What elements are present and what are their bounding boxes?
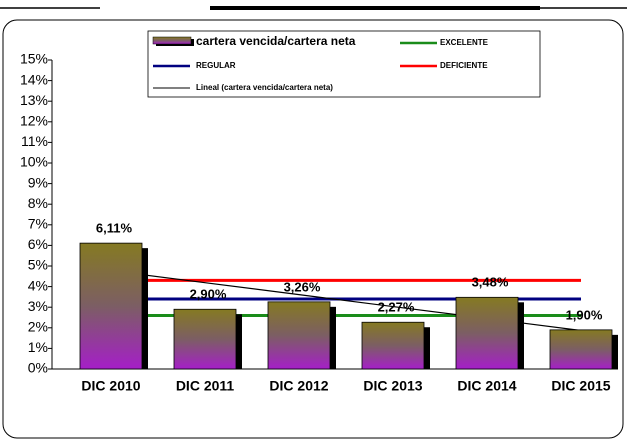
y-tick-label: 2% [28, 319, 48, 335]
frame [2, 19, 624, 439]
y-tick-label: 4% [28, 277, 48, 293]
x-tick-label: DIC 2010 [81, 378, 140, 394]
bar [455, 296, 519, 370]
y-tick-label: 0% [28, 360, 48, 376]
y-tick-label: 6% [28, 236, 48, 252]
y-tick-label: 8% [28, 195, 48, 211]
x-tick-label: DIC 2012 [269, 378, 328, 394]
bar [267, 301, 331, 370]
data-label: 3,26% [284, 279, 321, 294]
y-tick-label: 10% [20, 154, 48, 170]
data-label: 1,90% [566, 307, 603, 322]
y-tick-label: 7% [28, 216, 48, 232]
y-tick-label: 5% [28, 257, 48, 273]
y-tick-label: 11% [21, 133, 48, 149]
bar [79, 242, 143, 370]
y-tick-label: 3% [28, 298, 48, 314]
x-tick-label: DIC 2013 [363, 378, 422, 394]
data-label: 3,48% [472, 275, 509, 290]
x-tick-label: DIC 2015 [551, 378, 610, 394]
y-tick-label: 15% [20, 51, 48, 67]
legend-label: cartera vencida/cartera neta [196, 34, 356, 48]
data-label: 2,90% [190, 287, 227, 302]
legend-label: Lineal (cartera vencida/cartera neta) [196, 83, 333, 92]
data-label: 6,11% [96, 221, 133, 236]
y-tick-label: 14% [20, 71, 48, 87]
legend-label: EXCELENTE [440, 38, 489, 47]
bar [549, 329, 613, 370]
x-tick-label: DIC 2011 [176, 378, 235, 394]
data-label: 2,27% [378, 300, 415, 315]
legend-label: DEFICIENTE [440, 61, 488, 70]
y-tick-label: 13% [20, 92, 48, 108]
x-tick-label: DIC 2014 [457, 378, 516, 394]
bar [173, 308, 237, 370]
y-tick-label: 1% [28, 339, 48, 355]
legend-swatch [152, 36, 192, 45]
y-tick-label: 12% [20, 113, 48, 129]
y-tick-label: 9% [28, 174, 48, 190]
legend [147, 30, 541, 98]
bar [361, 321, 425, 370]
legend-label: REGULAR [196, 61, 236, 70]
